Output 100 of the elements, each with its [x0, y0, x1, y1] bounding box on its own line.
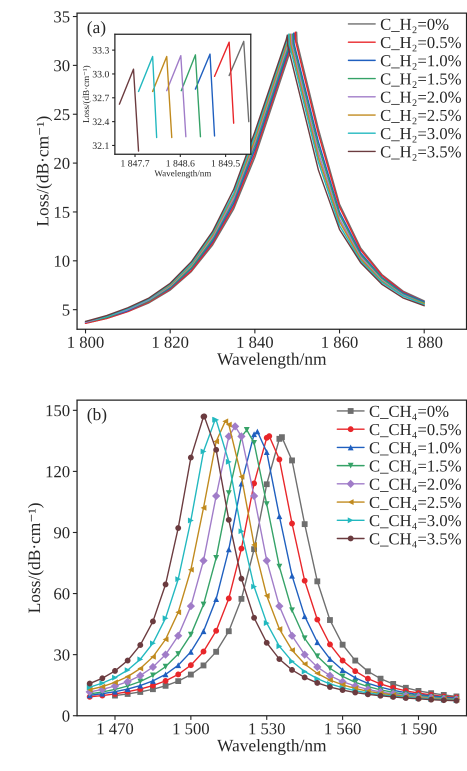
legend-label: C_CH₄=0.5%: [370, 424, 461, 438]
point: [340, 642, 346, 648]
y-tick-label: 32.7: [92, 94, 110, 102]
y-tick-label: 150: [46, 405, 70, 416]
point: [226, 458, 232, 465]
y-tick-label: 10: [54, 256, 70, 267]
point: [288, 632, 296, 640]
point: [314, 676, 320, 682]
point: [326, 671, 334, 680]
y-tick-label: 20: [54, 158, 70, 170]
y-tick-label: 15: [54, 206, 70, 218]
x-tick-label: 1 560: [325, 723, 361, 734]
point: [162, 678, 168, 684]
point: [162, 682, 168, 689]
point: [175, 662, 182, 668]
point: [99, 684, 106, 690]
point: [302, 661, 308, 667]
point: [188, 662, 194, 668]
point: [175, 525, 182, 531]
point: [137, 656, 144, 662]
y-tick-label: 32.4: [92, 118, 110, 126]
point: [244, 426, 250, 433]
point: [199, 556, 208, 565]
y-tick-label: 90: [54, 527, 70, 538]
y-tick-label: 32.1: [92, 142, 109, 149]
point: [302, 635, 308, 642]
point: [213, 596, 220, 602]
point: [124, 678, 132, 686]
legend-label: C_H₂=0%: [380, 18, 448, 34]
point: [188, 454, 194, 460]
point: [327, 642, 333, 648]
point: [162, 664, 168, 670]
legend-label: C_CH₄=2.5%: [370, 496, 461, 512]
point: [162, 671, 168, 678]
point: [200, 602, 206, 608]
point: [175, 576, 182, 582]
point: [188, 518, 194, 524]
point: [137, 678, 144, 684]
point: [137, 642, 144, 648]
point: [251, 431, 258, 438]
point: [112, 668, 118, 674]
point: [238, 546, 244, 552]
point: [276, 643, 282, 650]
point: [314, 616, 320, 623]
point: [364, 668, 371, 674]
point: [327, 656, 333, 662]
point: [200, 448, 206, 454]
point: [340, 682, 346, 688]
x-tick-label: 1 470: [98, 723, 134, 734]
x-tick-label: 1 849.5: [212, 160, 240, 167]
y-tick-label: 33.3: [92, 47, 109, 54]
point: [148, 662, 158, 672]
point: [213, 438, 220, 444]
point: [226, 422, 232, 428]
point: [161, 650, 170, 659]
y-axis-title: Loss/(dB·cm⁻¹): [36, 116, 52, 226]
point: [250, 492, 258, 500]
point: [200, 662, 206, 668]
point: [314, 639, 320, 646]
point: [226, 596, 232, 602]
point: [99, 675, 106, 682]
y-tick-label: 30: [54, 649, 70, 661]
point: [226, 546, 232, 552]
point: [251, 542, 258, 548]
point: [302, 674, 308, 680]
point: [124, 667, 131, 674]
point: [175, 671, 182, 678]
point: [213, 446, 220, 453]
point: [327, 617, 333, 623]
point: [188, 672, 194, 678]
x-tick-label: 1 800: [68, 336, 104, 348]
point: [162, 615, 168, 622]
point: [200, 504, 206, 511]
point: [262, 556, 271, 565]
legend-label: C_CH₄=3.5%: [370, 533, 461, 548]
point: [226, 490, 232, 496]
point: [264, 620, 270, 626]
point: [188, 648, 194, 655]
point: [276, 626, 282, 632]
x-tick-label: 1 530: [249, 723, 285, 734]
point: [314, 653, 320, 660]
point: [264, 592, 270, 599]
y-tick-label: 30: [54, 60, 70, 72]
point: [230, 422, 240, 431]
point: [314, 680, 320, 686]
legend-label: C_CH₄=3.0%: [370, 515, 461, 530]
point: [289, 457, 295, 464]
x-tick-label: 1 860: [322, 336, 358, 348]
x-tick-label: 1 840: [238, 336, 273, 348]
point: [251, 584, 258, 590]
point: [340, 667, 346, 674]
point: [150, 654, 156, 660]
point: [378, 676, 384, 682]
point: [340, 687, 346, 693]
x-tick-label: 1 880: [406, 336, 442, 348]
legend-label: C_CH₄=1.0%: [370, 442, 461, 457]
y-tick-label: 5: [62, 304, 70, 316]
point: [200, 648, 206, 655]
point: [238, 528, 244, 534]
point: [222, 418, 228, 424]
